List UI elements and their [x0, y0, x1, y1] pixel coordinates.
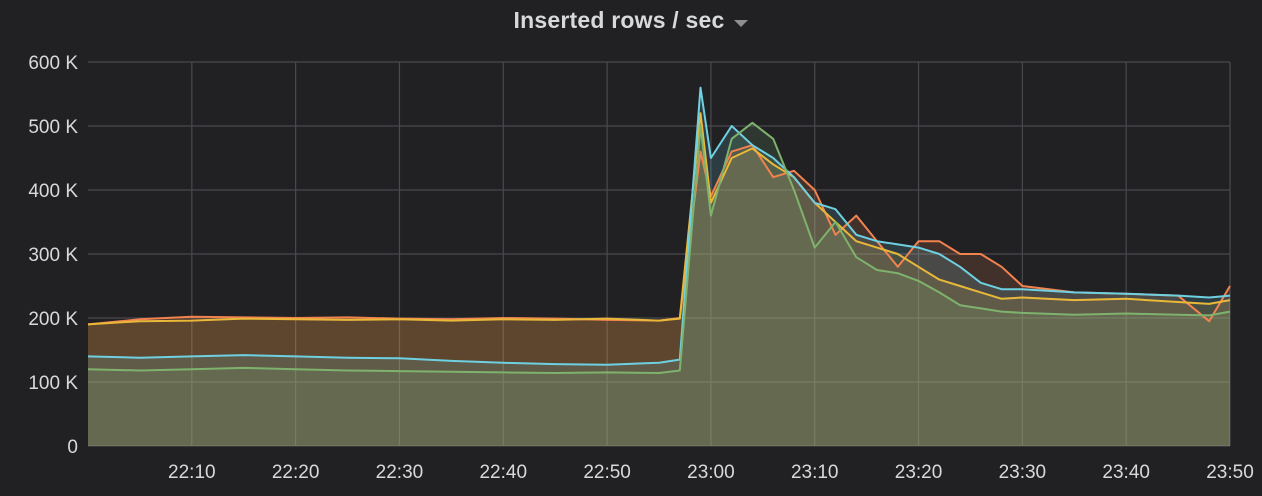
- y-tick-label: 100 K: [28, 373, 78, 394]
- x-tick-label: 23:10: [791, 462, 839, 483]
- x-tick-label: 22:10: [168, 462, 216, 483]
- y-tick-label: 500 K: [28, 117, 78, 138]
- x-tick-label: 22:20: [272, 462, 320, 483]
- y-tick-label: 0: [67, 437, 78, 458]
- x-tick-label: 23:30: [999, 462, 1047, 483]
- y-tick-label: 300 K: [28, 245, 78, 266]
- x-tick-label: 23:50: [1206, 462, 1254, 483]
- series-line-4[interactable]: [87, 121, 1231, 374]
- panel-title-menu[interactable]: Inserted rows / sec: [514, 7, 749, 34]
- x-tick-label: 23:00: [687, 462, 735, 483]
- x-axis: 22:10 22:20 22:30 22:40 22:50 23:00 23:10 23:20…: [168, 462, 1254, 483]
- chevron-down-icon[interactable]: [734, 19, 749, 27]
- series-area-2: [88, 113, 1230, 446]
- series-line-1[interactable]: [87, 144, 1231, 326]
- y-tick-label: 200 K: [28, 309, 78, 330]
- series-line-3[interactable]: [87, 86, 1231, 366]
- series-area-3: [88, 87, 1230, 446]
- series-lines: [87, 86, 1231, 374]
- y-tick-label: 400 K: [28, 181, 78, 202]
- series-line-2[interactable]: [87, 112, 1231, 326]
- series-area-4: [88, 122, 1230, 447]
- x-tick-label: 22:30: [376, 462, 424, 483]
- series-fills: [88, 87, 1230, 447]
- x-tick-label: 23:40: [1102, 462, 1150, 483]
- panel-header: Inserted rows / sec: [0, 0, 1262, 40]
- y-axis: 0 100 K 200 K 300 K 400 K 500 K 600 K: [28, 53, 78, 458]
- x-tick-label: 22:40: [479, 462, 527, 483]
- panel-title[interactable]: Inserted rows / sec: [513, 6, 725, 33]
- y-tick-label: 600 K: [28, 53, 78, 74]
- x-tick-label: 23:20: [895, 462, 943, 483]
- x-tick-label: 22:50: [583, 462, 631, 483]
